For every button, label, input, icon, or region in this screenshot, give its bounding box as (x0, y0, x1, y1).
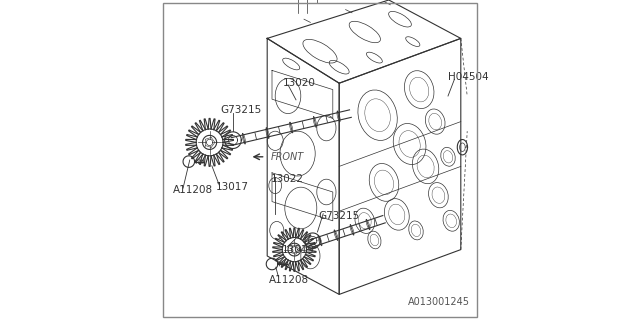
Text: A013001245: A013001245 (408, 297, 470, 307)
Text: 13019: 13019 (282, 244, 315, 255)
Text: H04504: H04504 (448, 72, 488, 82)
Text: 13020: 13020 (283, 78, 316, 88)
Text: G73215: G73215 (319, 211, 360, 221)
Text: 13017: 13017 (216, 182, 249, 192)
Text: A11208: A11208 (269, 275, 309, 285)
Text: A11208: A11208 (173, 185, 213, 196)
Text: 13022: 13022 (270, 174, 303, 184)
Text: FRONT: FRONT (270, 152, 303, 162)
Text: G73215: G73215 (221, 105, 262, 116)
